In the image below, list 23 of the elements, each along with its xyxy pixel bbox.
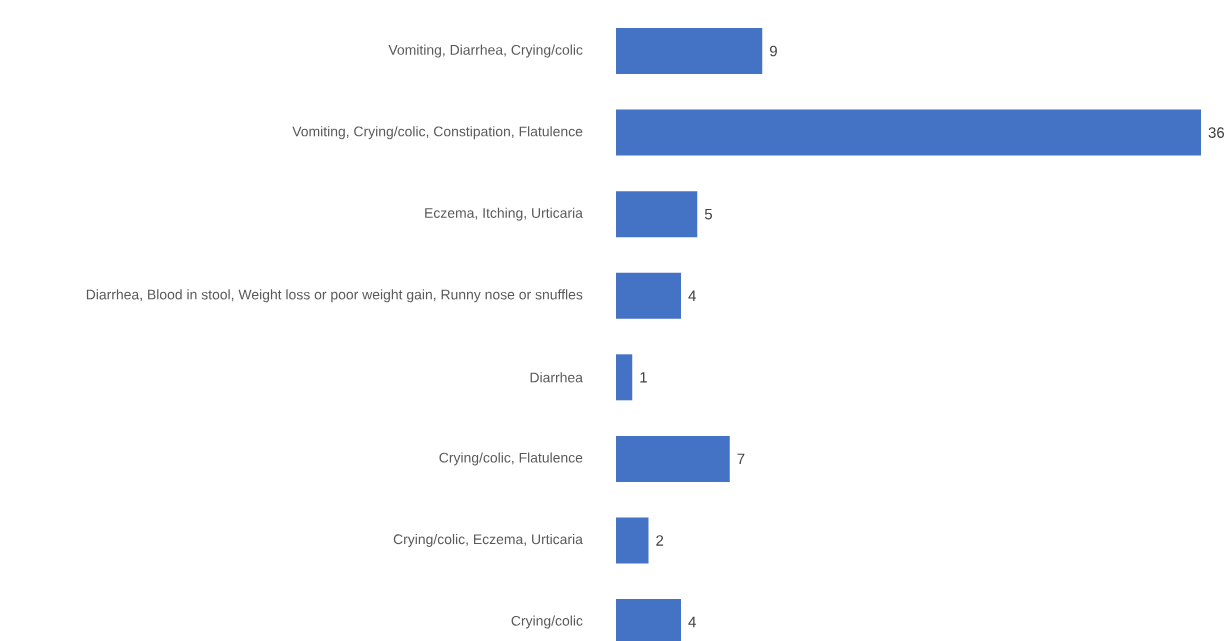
bar — [616, 191, 698, 238]
y-tick-label: Vomiting, Diarrhea, Crying/colic — [388, 44, 583, 58]
y-tick-label: Crying/colic, Flatulence — [439, 452, 583, 466]
bar — [616, 435, 730, 482]
data-label: 9 — [769, 45, 777, 57]
bar — [616, 28, 763, 75]
data-label: 1 — [640, 372, 647, 383]
y-tick-label: Crying/colic — [511, 615, 583, 629]
data-label: 4 — [688, 290, 696, 301]
y-tick-label: Vomiting, Crying/colic, Constipation, Flatulence — [292, 126, 583, 140]
y-tick-label: Diarrhea — [530, 372, 583, 383]
y-tick-label: Crying/colic, Eczema, Urticaria — [393, 533, 583, 547]
y-tick-label: Eczema, Itching, Urticaria — [425, 207, 583, 221]
data-label: 5 — [704, 208, 712, 220]
data-label: 4 — [688, 616, 696, 628]
y-tick-label: Diarrhea, Blood in stool, Weight loss or poor weight gain, Runny nose or snuffles — [86, 289, 583, 303]
bar — [616, 272, 681, 319]
bar — [616, 109, 1201, 156]
bar — [616, 354, 633, 401]
data-label: 36 — [1208, 127, 1225, 138]
data-label: 7 — [737, 453, 745, 465]
data-label: 2 — [656, 535, 664, 546]
bar — [616, 517, 649, 564]
